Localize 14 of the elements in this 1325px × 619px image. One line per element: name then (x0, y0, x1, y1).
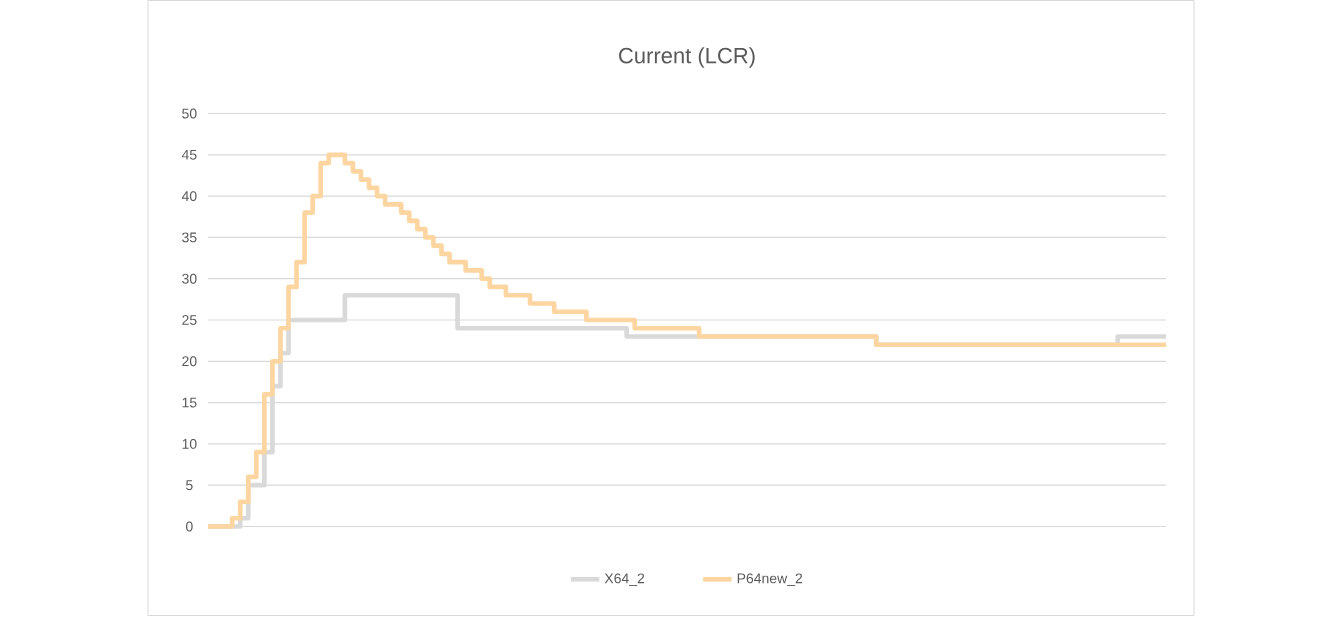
y-tick-label: 35 (182, 232, 197, 243)
y-tick-label: 10 (182, 438, 197, 449)
y-tick-label: 20 (182, 356, 197, 367)
y-tick-label: 30 (182, 273, 197, 284)
y-tick-label: 15 (182, 397, 197, 408)
y-tick-label: 45 (181, 149, 197, 160)
legend-label: P64new_2 (737, 573, 803, 586)
y-tick-label: 5 (186, 480, 193, 490)
y-tick-label: 40 (181, 190, 197, 201)
y-tick-label: 50 (182, 108, 197, 119)
chart-title: Current (LCR) (619, 47, 755, 68)
y-tick-label: 25 (182, 314, 197, 325)
y-tick-label: 0 (186, 521, 193, 532)
legend-label: X64_2 (604, 573, 645, 586)
